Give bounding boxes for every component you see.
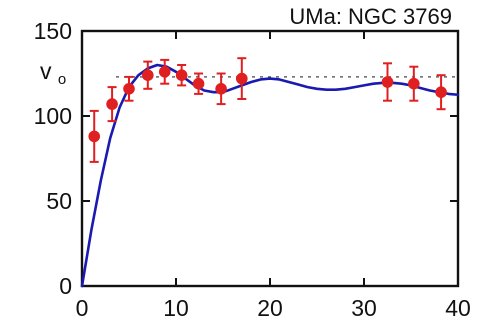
data-point-0 bbox=[88, 130, 101, 143]
data-point-2 bbox=[123, 83, 135, 95]
y-tick-label-3: 150 bbox=[34, 18, 72, 44]
data-point-10 bbox=[408, 77, 420, 90]
ticks-layer bbox=[81, 30, 459, 287]
y-tick-label-0: 0 bbox=[59, 273, 72, 299]
x-tick-label-3: 30 bbox=[351, 295, 377, 321]
x-tick-label-1: 10 bbox=[163, 295, 189, 321]
x-tick-label-2: 20 bbox=[257, 295, 283, 321]
y-tick-label-2: 100 bbox=[34, 103, 72, 129]
tick-labels-layer: 0 10 20 30 40 0 50 100 150 bbox=[34, 18, 471, 321]
data-point-4 bbox=[158, 66, 171, 78]
data-point-8 bbox=[236, 72, 248, 85]
series-layer bbox=[80, 57, 460, 288]
x-tick-label-0: 0 bbox=[76, 295, 89, 321]
data-point-1 bbox=[106, 98, 118, 110]
data-point-7 bbox=[215, 83, 227, 95]
chart-title: UMa: NGC 3769 bbox=[289, 4, 452, 29]
data-point-9 bbox=[381, 76, 394, 88]
data-point-11 bbox=[435, 86, 447, 98]
y-tick-label-1: 50 bbox=[46, 188, 72, 214]
reference-label-main: v bbox=[40, 58, 52, 84]
data-point-3 bbox=[142, 69, 154, 81]
x-tick-label-4: 40 bbox=[445, 295, 471, 321]
reference-label-subscript: o bbox=[58, 71, 66, 88]
plot-area bbox=[80, 29, 460, 288]
reference-label: v o bbox=[40, 58, 66, 88]
plot-frame bbox=[80, 29, 460, 288]
data-point-5 bbox=[175, 69, 188, 81]
data-point-6 bbox=[192, 77, 205, 90]
